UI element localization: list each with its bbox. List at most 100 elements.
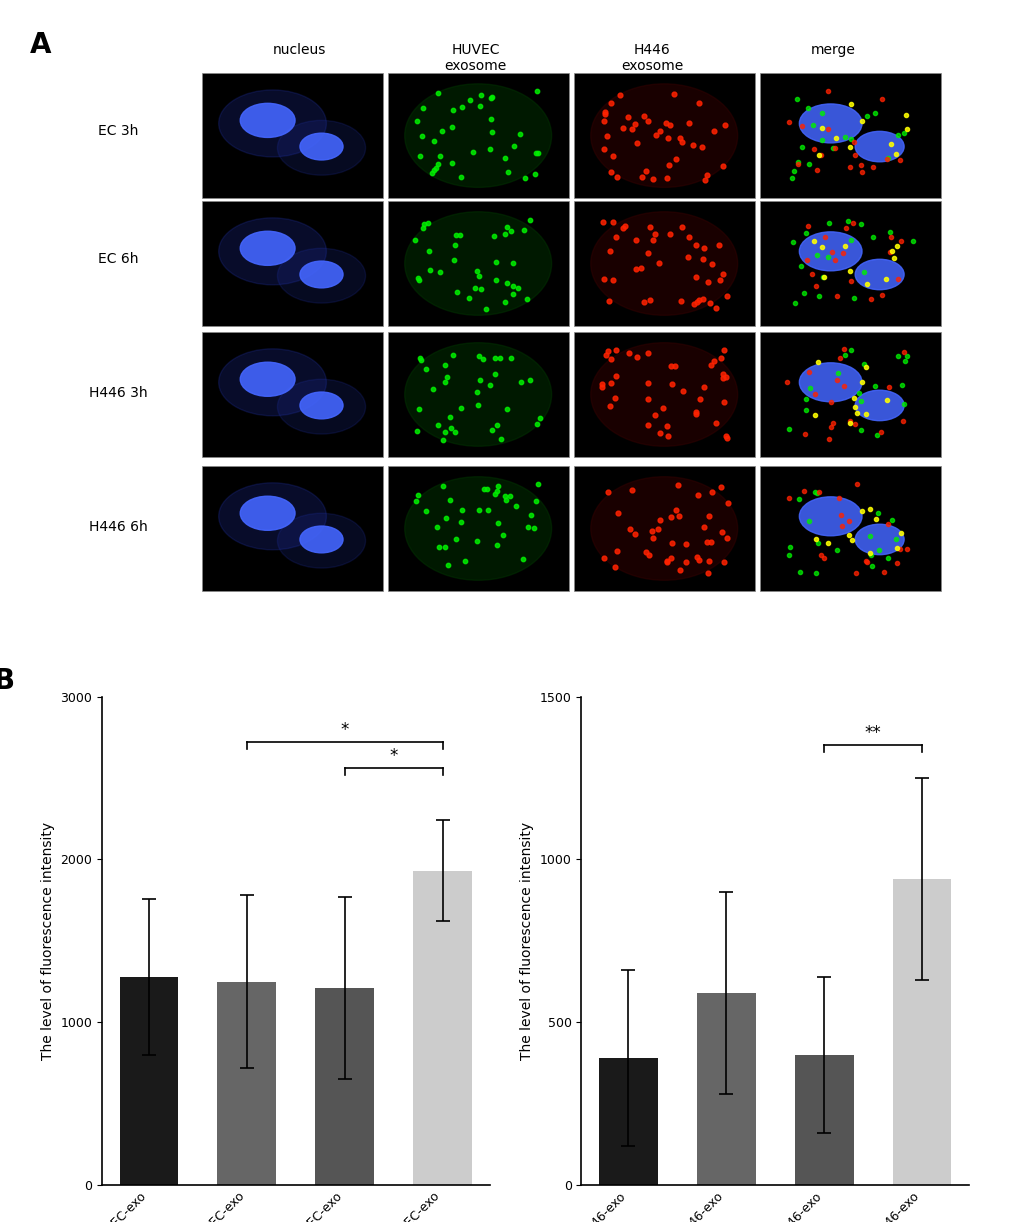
Point <box>711 270 728 290</box>
Point <box>821 417 838 436</box>
Point <box>864 227 880 247</box>
Point <box>513 371 529 391</box>
Point <box>595 111 611 131</box>
Point <box>714 364 731 384</box>
Point <box>836 340 852 359</box>
Text: EC 6h: EC 6h <box>98 252 139 266</box>
Point <box>447 529 464 549</box>
Point <box>608 541 625 561</box>
Point <box>843 530 859 550</box>
Point <box>469 395 485 414</box>
Ellipse shape <box>590 211 737 315</box>
Bar <box>759 332 940 457</box>
Point <box>699 273 715 292</box>
Point <box>834 243 850 263</box>
Point <box>861 525 877 545</box>
Text: H446 6h: H446 6h <box>89 521 148 534</box>
Point <box>640 545 656 565</box>
Point <box>882 134 899 154</box>
Point <box>482 88 498 108</box>
Point <box>644 230 660 249</box>
Point <box>469 532 485 551</box>
Point <box>879 378 896 397</box>
Ellipse shape <box>405 477 551 580</box>
Point <box>416 215 432 235</box>
Point <box>453 500 470 519</box>
Circle shape <box>277 248 365 303</box>
Text: HUVEC
exosome: HUVEC exosome <box>444 43 506 73</box>
Point <box>818 247 835 266</box>
Point <box>520 517 536 536</box>
Text: *: * <box>389 747 397 765</box>
Point <box>409 485 425 505</box>
Point <box>830 348 847 368</box>
Text: EC 3h: EC 3h <box>98 125 139 138</box>
Point <box>899 119 915 138</box>
Point <box>839 211 855 231</box>
Point <box>828 540 845 560</box>
Point <box>445 251 462 270</box>
Text: B: B <box>0 667 14 695</box>
Point <box>847 563 863 583</box>
Point <box>624 119 640 138</box>
Point <box>488 535 504 555</box>
Point <box>904 232 920 252</box>
Point <box>789 153 805 172</box>
Point <box>695 238 711 258</box>
Point <box>889 125 905 144</box>
Point <box>522 210 538 230</box>
Point <box>527 491 543 511</box>
Circle shape <box>300 525 342 552</box>
Point <box>635 292 651 312</box>
Point <box>510 279 526 298</box>
Point <box>824 138 841 158</box>
Point <box>641 290 657 309</box>
Point <box>808 160 824 180</box>
Point <box>439 556 455 576</box>
Point <box>846 145 862 165</box>
Point <box>601 242 618 262</box>
Point <box>782 538 798 557</box>
Point <box>698 533 714 552</box>
Point <box>596 103 612 122</box>
Point <box>702 356 718 375</box>
Point <box>779 373 795 392</box>
Point <box>418 359 434 379</box>
Point <box>780 419 796 439</box>
Circle shape <box>799 104 861 143</box>
Circle shape <box>854 390 903 420</box>
Point <box>717 426 734 446</box>
Point <box>693 137 709 156</box>
Point <box>478 479 494 499</box>
Point <box>853 163 869 182</box>
Point <box>837 218 853 237</box>
Point <box>484 87 500 106</box>
Circle shape <box>854 259 903 290</box>
Point <box>504 276 521 296</box>
Point <box>688 292 704 312</box>
Point <box>658 551 675 571</box>
Point <box>604 270 621 290</box>
Point <box>807 563 823 583</box>
Point <box>665 84 682 104</box>
Point <box>827 128 844 148</box>
Point <box>483 420 499 440</box>
Point <box>522 370 538 390</box>
Point <box>688 546 704 566</box>
Point <box>420 214 436 233</box>
Circle shape <box>277 121 365 175</box>
Circle shape <box>240 362 294 396</box>
Point <box>828 370 845 390</box>
Point <box>646 225 662 244</box>
Point <box>667 500 684 519</box>
Point <box>409 111 425 131</box>
Point <box>602 163 619 182</box>
Point <box>640 111 656 131</box>
Point <box>421 242 437 262</box>
Point <box>628 231 644 251</box>
Point <box>638 161 654 181</box>
Point <box>717 367 734 386</box>
Point <box>435 430 451 450</box>
Point <box>608 167 625 187</box>
Point <box>700 551 716 571</box>
